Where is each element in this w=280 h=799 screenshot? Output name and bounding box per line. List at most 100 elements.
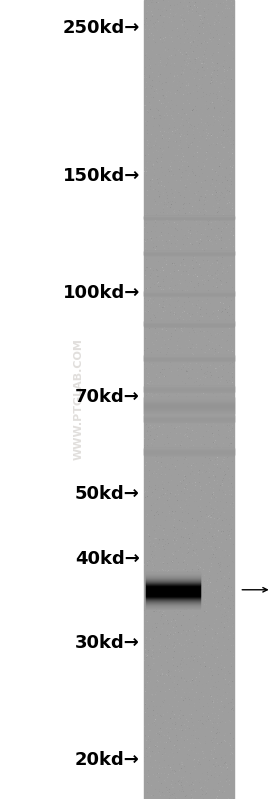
Point bbox=[181, 633, 185, 646]
Point bbox=[191, 223, 196, 236]
Point bbox=[211, 350, 216, 363]
Point bbox=[229, 671, 233, 684]
Point bbox=[192, 718, 196, 731]
Point bbox=[221, 785, 225, 797]
Point bbox=[172, 747, 176, 760]
Point bbox=[219, 725, 223, 737]
Point bbox=[155, 733, 159, 745]
Point bbox=[188, 194, 192, 207]
Point bbox=[142, 654, 147, 667]
Point bbox=[168, 589, 172, 602]
Point bbox=[201, 534, 206, 547]
Point bbox=[181, 601, 186, 614]
Point bbox=[153, 432, 157, 445]
Point bbox=[150, 569, 154, 582]
Point bbox=[171, 767, 176, 780]
Point bbox=[174, 578, 179, 590]
Point bbox=[167, 307, 172, 320]
Point bbox=[174, 459, 179, 471]
Point bbox=[173, 300, 177, 313]
Point bbox=[214, 75, 219, 88]
Point bbox=[147, 197, 151, 210]
Point bbox=[211, 544, 216, 557]
Point bbox=[217, 106, 221, 119]
Point bbox=[229, 515, 234, 527]
Point bbox=[195, 655, 200, 668]
Point bbox=[216, 316, 221, 329]
Point bbox=[229, 375, 233, 388]
Point bbox=[144, 606, 149, 619]
Point bbox=[212, 521, 216, 534]
Point bbox=[204, 419, 209, 431]
Point bbox=[225, 592, 229, 605]
Point bbox=[211, 783, 216, 796]
Point bbox=[171, 781, 175, 794]
Point bbox=[224, 374, 229, 387]
Point bbox=[179, 16, 183, 29]
Point bbox=[146, 83, 150, 96]
Point bbox=[157, 690, 161, 702]
Point bbox=[196, 98, 200, 111]
Point bbox=[224, 407, 228, 420]
Point bbox=[205, 503, 209, 516]
Point bbox=[175, 329, 179, 342]
Point bbox=[169, 503, 174, 515]
Point bbox=[204, 787, 209, 799]
Point bbox=[227, 58, 232, 71]
Point bbox=[223, 551, 227, 564]
Point bbox=[151, 432, 156, 445]
Point bbox=[207, 749, 212, 762]
Point bbox=[160, 460, 164, 473]
Point bbox=[212, 70, 216, 82]
Point bbox=[221, 191, 226, 204]
Point bbox=[158, 225, 162, 237]
Point bbox=[217, 656, 221, 669]
Point bbox=[229, 203, 233, 216]
Point bbox=[154, 605, 159, 618]
Point bbox=[203, 732, 207, 745]
Point bbox=[168, 766, 173, 779]
Point bbox=[150, 441, 155, 454]
Point bbox=[228, 626, 233, 639]
Point bbox=[172, 326, 176, 339]
Point bbox=[218, 328, 222, 341]
Point bbox=[209, 429, 213, 442]
Point bbox=[202, 572, 206, 585]
Point bbox=[200, 305, 204, 318]
Point bbox=[166, 264, 170, 277]
Point bbox=[188, 30, 193, 42]
Point bbox=[148, 239, 153, 252]
Point bbox=[144, 424, 148, 437]
Point bbox=[200, 62, 205, 74]
Point bbox=[209, 217, 213, 229]
Point bbox=[195, 608, 200, 621]
Point bbox=[198, 574, 203, 587]
Point bbox=[200, 458, 204, 471]
Point bbox=[228, 731, 232, 744]
Point bbox=[165, 189, 169, 202]
Point bbox=[187, 662, 192, 674]
Point bbox=[177, 666, 182, 679]
Point bbox=[144, 318, 148, 331]
Point bbox=[183, 787, 187, 799]
Point bbox=[172, 28, 176, 41]
Point bbox=[206, 269, 211, 282]
Point bbox=[199, 257, 204, 270]
Point bbox=[215, 34, 219, 46]
Point bbox=[155, 411, 159, 423]
Point bbox=[182, 562, 186, 574]
Point bbox=[160, 508, 164, 521]
Point bbox=[176, 638, 180, 651]
Point bbox=[225, 211, 230, 224]
Point bbox=[214, 256, 218, 269]
Point bbox=[202, 247, 207, 260]
Point bbox=[168, 721, 173, 733]
Point bbox=[160, 24, 165, 37]
Point bbox=[166, 437, 171, 450]
Point bbox=[143, 713, 147, 725]
Point bbox=[181, 120, 186, 133]
Point bbox=[165, 666, 169, 678]
Point bbox=[170, 555, 175, 568]
Point bbox=[187, 234, 191, 247]
Point bbox=[209, 252, 213, 264]
